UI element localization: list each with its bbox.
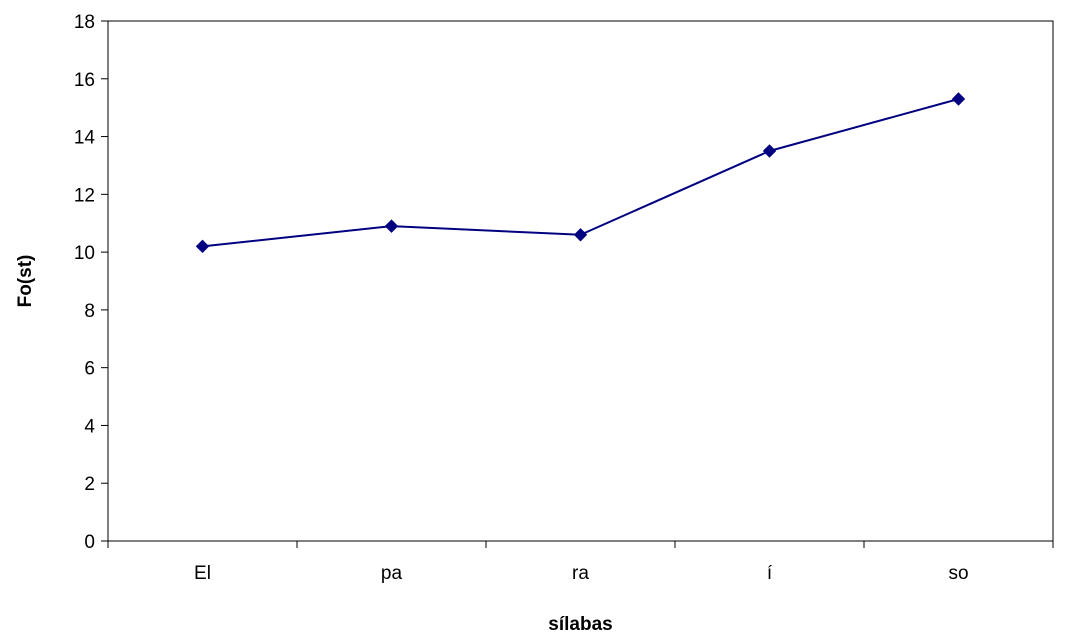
x-axis-title: sílabas	[548, 614, 612, 635]
y-tick-label: 10	[74, 243, 95, 264]
y-axis-title: Fo(st)	[15, 255, 36, 308]
y-tick-label: 18	[74, 12, 95, 33]
x-tick-label: í	[767, 563, 773, 584]
y-tick-label: 4	[84, 416, 95, 437]
x-tick-label: so	[948, 563, 968, 584]
y-tick-label: 2	[84, 474, 95, 495]
y-tick-label: 6	[84, 359, 95, 380]
y-tick-label: 8	[84, 301, 95, 322]
y-tick-label: 14	[74, 128, 96, 149]
y-axis: 0 2 4 6 8 10 12 14 16 18	[74, 12, 108, 553]
data-point-marker	[762, 144, 777, 158]
data-point-marker	[384, 219, 399, 233]
y-tick-label: 0	[84, 532, 95, 553]
y-tick-label: 12	[74, 185, 95, 206]
x-tick-label: pa	[381, 563, 403, 584]
series-layer	[195, 92, 966, 254]
plot-area	[107, 20, 1054, 542]
data-point-marker	[951, 92, 966, 106]
data-point-marker	[195, 239, 210, 254]
data-point-marker	[573, 228, 588, 242]
y-tick-label: 16	[74, 70, 95, 91]
x-axis: El pa ra í so	[107, 541, 1054, 584]
x-tick-label: ra	[572, 563, 589, 584]
x-tick-label: El	[194, 563, 211, 584]
